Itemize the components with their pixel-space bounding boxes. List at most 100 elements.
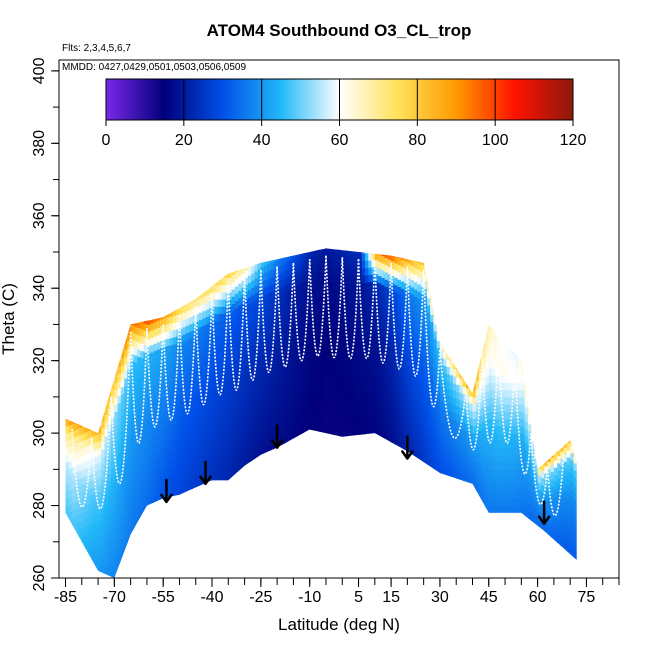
colorbar: 0 20 40 60 80 100 120 xyxy=(102,78,586,149)
heatmap-cell xyxy=(573,462,577,471)
heatmap-cell xyxy=(225,342,229,351)
heatmap-cell xyxy=(286,282,291,291)
heatmap-cell xyxy=(452,390,457,399)
heatmap-cell xyxy=(169,409,174,418)
heatmap-cell xyxy=(146,505,151,514)
heatmap-cell xyxy=(68,496,73,505)
heatmap-cell xyxy=(111,431,115,440)
heatmap-cell xyxy=(254,393,259,402)
heatmap-cell xyxy=(133,362,138,370)
heatmap-cell xyxy=(172,329,177,338)
heatmap-cell xyxy=(270,370,275,379)
heatmap-cell xyxy=(394,255,399,264)
heatmap-cell xyxy=(329,375,334,384)
heatmap-cell xyxy=(570,452,575,461)
heatmap-cell xyxy=(514,360,519,369)
heatmap-cell xyxy=(417,320,421,328)
heatmap-cell xyxy=(312,415,317,424)
heatmap-cell xyxy=(505,367,509,376)
heatmap-cell xyxy=(495,425,500,434)
heatmap-cell xyxy=(280,264,285,273)
heatmap-cell xyxy=(212,284,216,293)
heatmap-cell xyxy=(260,418,265,427)
heatmap-cell xyxy=(501,483,506,492)
heatmap-cell xyxy=(143,409,148,418)
heatmap-cell xyxy=(514,462,519,470)
heatmap-cell xyxy=(479,437,483,446)
heatmap-cell xyxy=(150,467,155,476)
heatmap-cell xyxy=(179,320,184,329)
heatmap-cell xyxy=(267,422,272,431)
heatmap-cell xyxy=(443,423,448,432)
heatmap-cell xyxy=(150,417,155,426)
heatmap-cell xyxy=(430,357,435,366)
heatmap-cell xyxy=(153,488,158,497)
heatmap-cell xyxy=(299,319,304,327)
heatmap-cell xyxy=(280,329,285,338)
heatmap-cell xyxy=(371,339,376,348)
heatmap-cell xyxy=(290,404,295,412)
heatmap-cell xyxy=(254,430,259,439)
heatmap-cell xyxy=(417,363,421,372)
heatmap-cell xyxy=(225,443,229,452)
heatmap-cell xyxy=(166,316,171,325)
heatmap-cell xyxy=(127,456,132,465)
heatmap-cell xyxy=(501,462,506,470)
heatmap-cell xyxy=(547,504,552,513)
heatmap-cell xyxy=(449,360,454,369)
colorbar-tick-label: 80 xyxy=(408,132,426,149)
heatmap-cell xyxy=(101,514,106,523)
heatmap-cell xyxy=(101,427,106,436)
heatmap-cell xyxy=(423,375,428,383)
heatmap-cell xyxy=(573,441,577,449)
heatmap-cell xyxy=(221,422,226,431)
heatmap-cell xyxy=(485,463,490,472)
heatmap-cell xyxy=(244,458,249,467)
heatmap-cell xyxy=(361,275,366,284)
heatmap-cell xyxy=(114,491,119,499)
heatmap-cell xyxy=(410,337,415,346)
heatmap-cell xyxy=(391,420,395,429)
heatmap-cell xyxy=(342,422,347,431)
heatmap-cell xyxy=(475,438,480,447)
heatmap-cell xyxy=(208,467,213,475)
heatmap-cell xyxy=(241,381,246,390)
heatmap-cell xyxy=(420,351,425,360)
heatmap-cell xyxy=(264,315,268,324)
heatmap-cell xyxy=(410,388,415,397)
heatmap-cell xyxy=(120,350,125,359)
heatmap-cell xyxy=(225,422,229,431)
heatmap-cell xyxy=(65,411,70,420)
heatmap-cell xyxy=(527,409,532,418)
heatmap-cell xyxy=(501,382,506,391)
heatmap-cell xyxy=(215,313,220,322)
heatmap-cell xyxy=(358,369,363,378)
heatmap-cell xyxy=(182,478,187,487)
heatmap-cell xyxy=(303,389,308,398)
heatmap-cell xyxy=(335,413,340,422)
heatmap-cell xyxy=(257,348,262,357)
heatmap-cell xyxy=(400,375,405,383)
heatmap-cell xyxy=(420,409,425,418)
heatmap-cell xyxy=(88,473,93,482)
heatmap-cell xyxy=(199,283,203,291)
heatmap-cell xyxy=(150,489,155,498)
heatmap-cell xyxy=(212,320,216,329)
x-tick-label: -85 xyxy=(54,589,77,606)
heatmap-cell xyxy=(518,498,522,507)
heatmap-cell xyxy=(212,436,216,445)
x-tick-label: -55 xyxy=(152,589,175,606)
heatmap-cell xyxy=(290,309,295,318)
heatmap-cell xyxy=(544,458,548,467)
heatmap-cell xyxy=(426,341,431,349)
heatmap-cell xyxy=(410,380,415,389)
heatmap-cell xyxy=(273,267,278,276)
y-tick-label: 300 xyxy=(31,420,48,447)
heatmap-cell xyxy=(107,538,112,547)
heatmap-cell xyxy=(426,312,431,320)
heatmap-cell xyxy=(72,473,76,482)
heatmap-cell xyxy=(254,408,259,417)
heatmap-cell xyxy=(420,358,425,367)
heatmap-cell xyxy=(374,273,379,282)
heatmap-cell xyxy=(472,469,477,478)
